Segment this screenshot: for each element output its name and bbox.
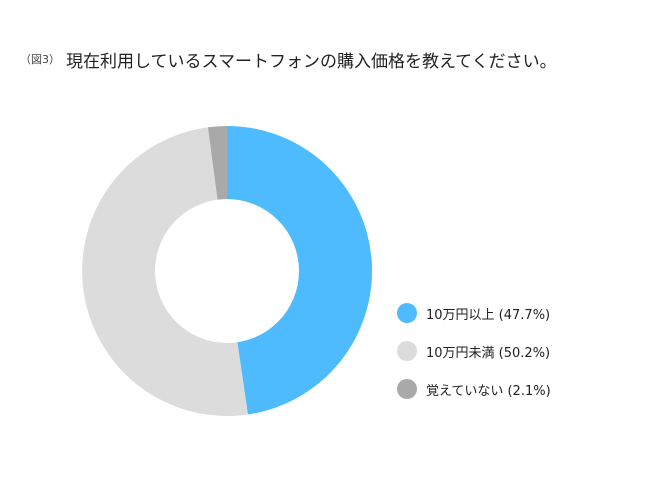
donut-slice-1 [227, 126, 373, 415]
legend-label-dont-remember: 覚えていない (2.1%) [426, 383, 551, 399]
chart-legend: 10万円以上 (47.7%) 10万円未満 (50.2%) 覚えていない (2.… [397, 300, 551, 414]
legend-swatch-dont-remember [397, 379, 417, 399]
legend-item-under-100k: 10万円未満 (50.2%) [397, 338, 551, 364]
chart-title: （図3） 現在利用しているスマートフォンの購入価格を教えてください。 [20, 46, 557, 72]
legend-swatch-under-100k [397, 341, 417, 361]
donut-hole [155, 199, 299, 343]
legend-label-over-100k: 10万円以上 (47.7%) [426, 307, 551, 323]
figure-label: （図3） [20, 53, 60, 66]
legend-item-dont-remember: 覚えていない (2.1%) [397, 376, 551, 402]
question-text: 現在利用しているスマートフォンの購入価格を教えてください。 [66, 51, 557, 72]
legend-item-over-100k: 10万円以上 (47.7%) [397, 300, 551, 326]
legend-swatch-over-100k [397, 303, 417, 323]
legend-label-under-100k: 10万円未満 (50.2%) [426, 345, 551, 361]
